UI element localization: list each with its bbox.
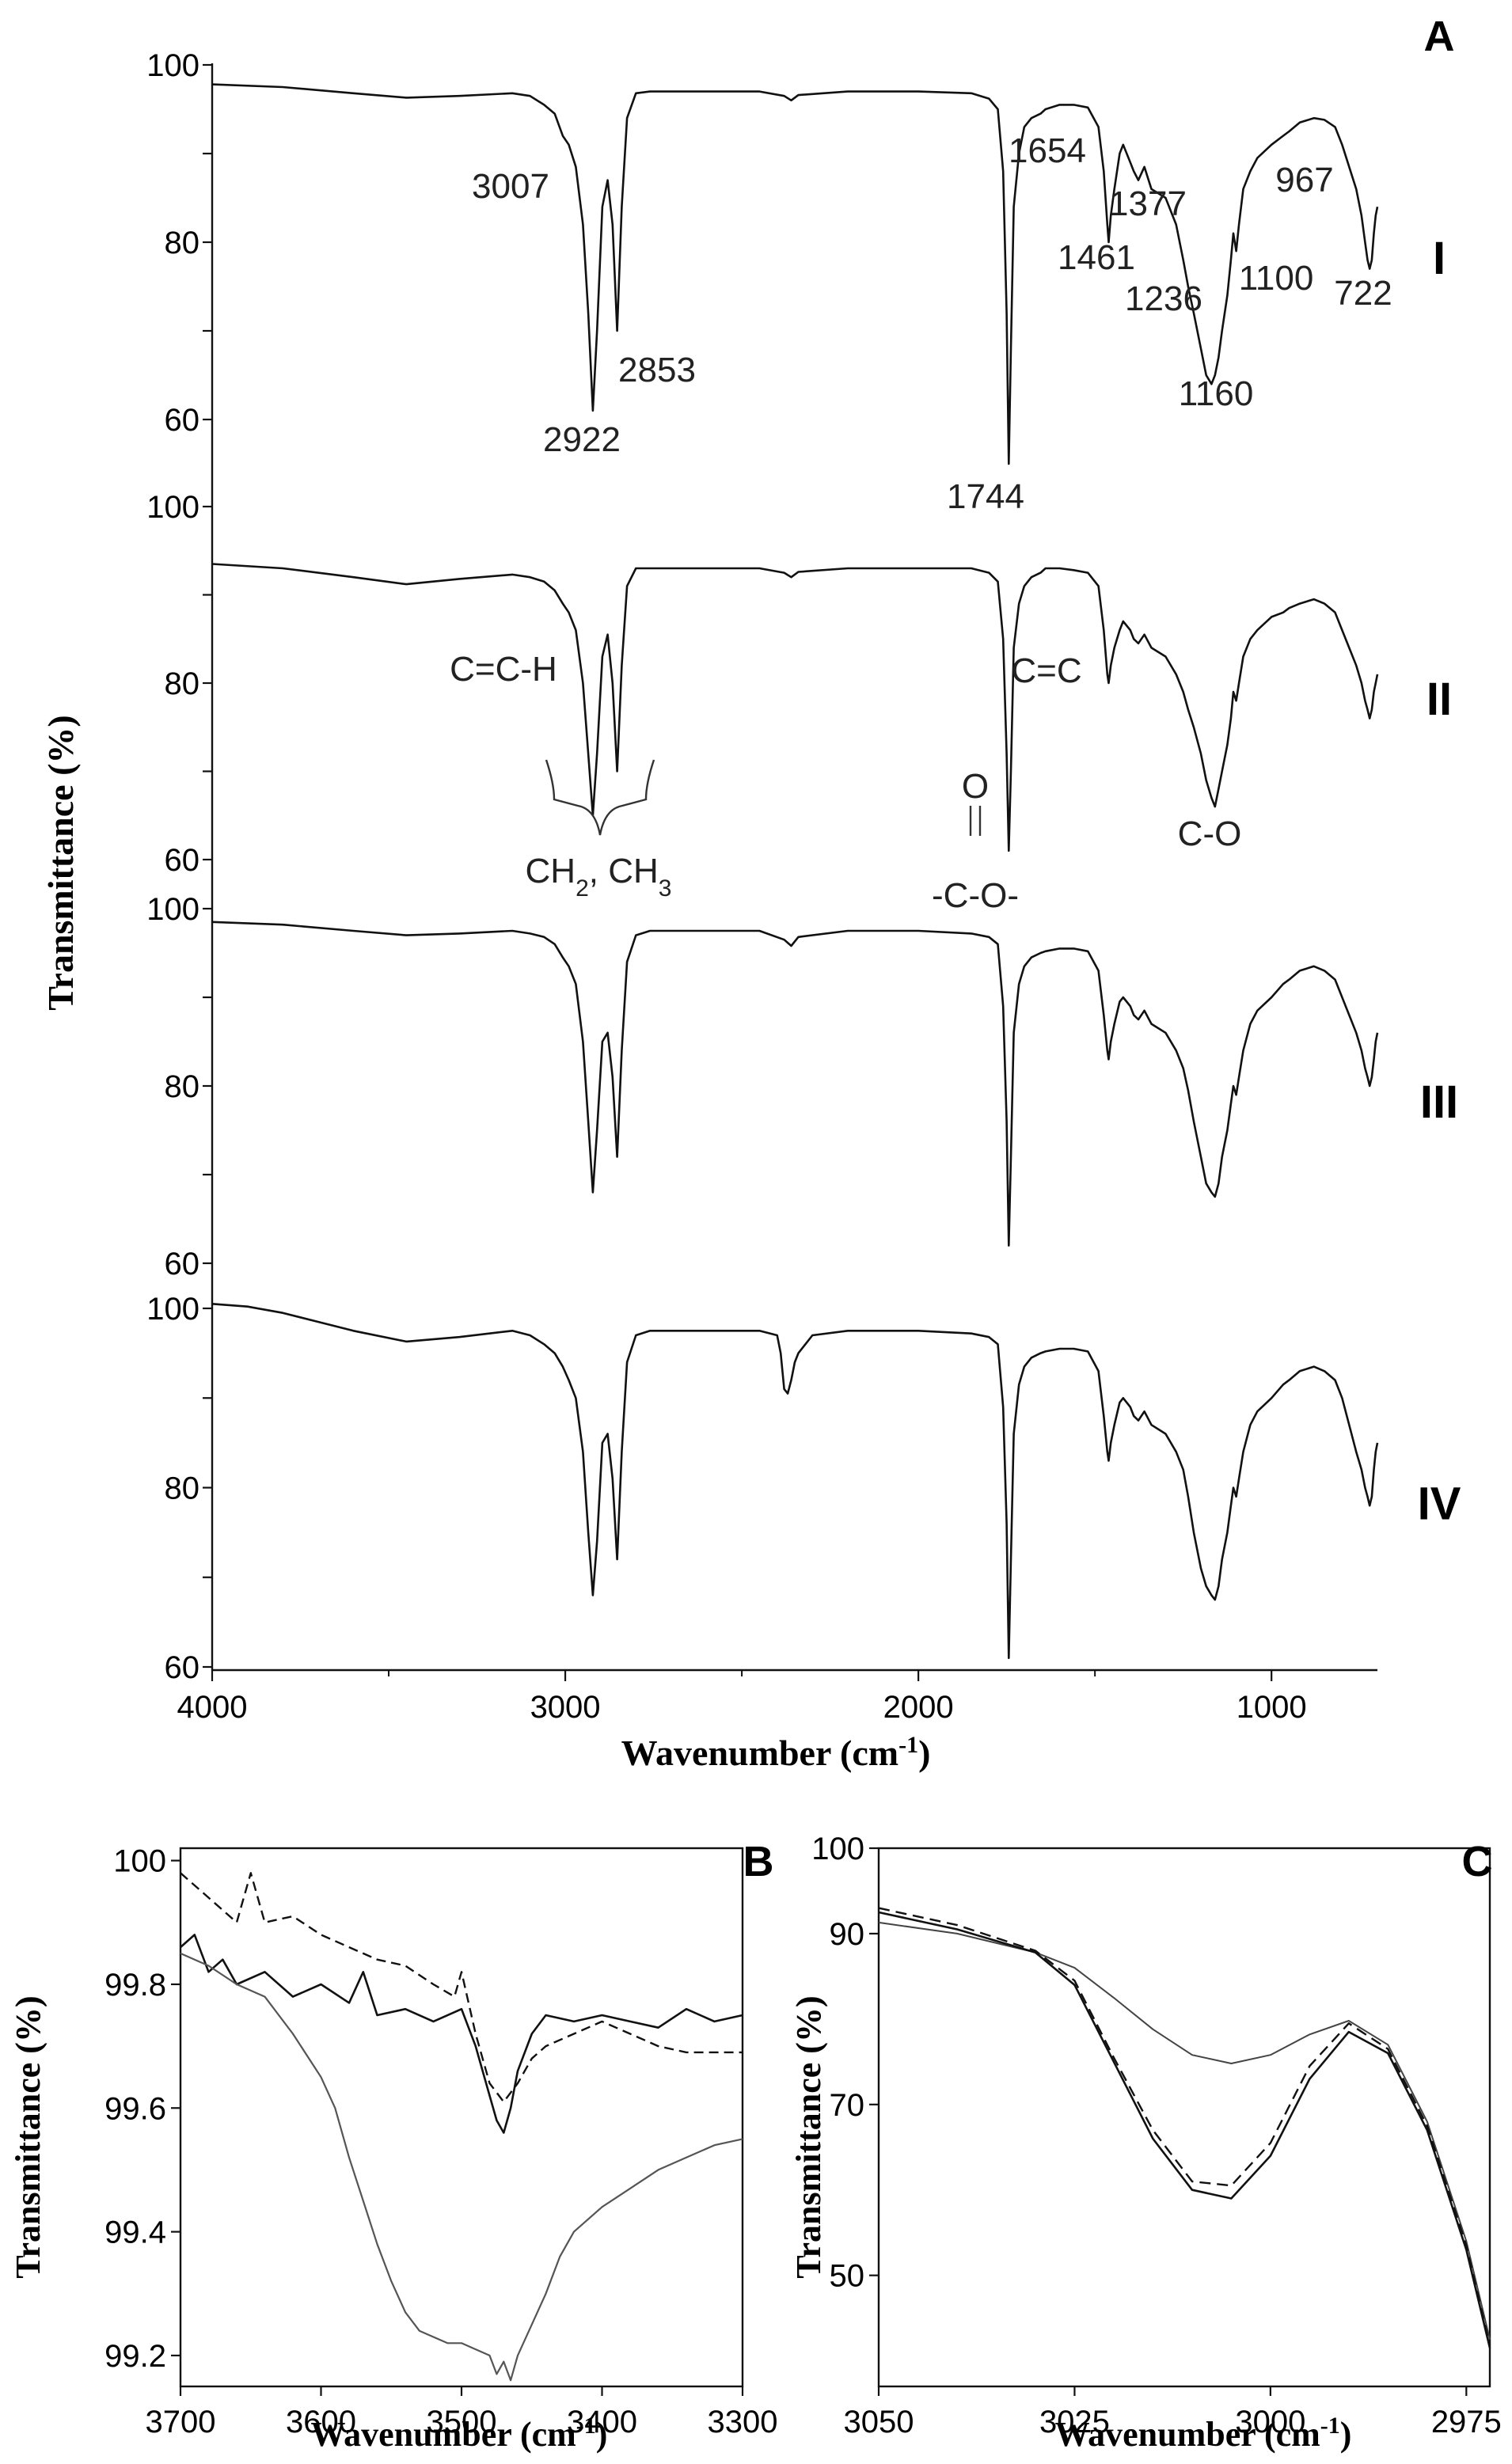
peak-annotation: CH2, CH3	[526, 852, 672, 902]
y-tick-label: 99.8	[104, 1968, 166, 2003]
panel-c-y-axis-label: Transmittance (%)	[789, 1995, 828, 2278]
spectrum-line-solid-thin	[878, 1921, 1491, 2340]
peak-annotation: 1461	[1058, 238, 1135, 277]
spectrum-line-dashed	[180, 1872, 743, 2103]
y-tick-label: 99.2	[104, 2339, 166, 2374]
y-tick-label: 90	[830, 1917, 865, 1952]
x-tick-label: 3050	[844, 2405, 914, 2439]
y-tick-label: 80	[165, 666, 200, 701]
peak-annotation: 1236	[1125, 279, 1202, 318]
spectrum-line-IV	[211, 1303, 1379, 1659]
spectrum-line-II	[211, 563, 1379, 852]
x-tick-label: 3000	[1235, 2405, 1305, 2439]
x-tick-label: 3300	[708, 2405, 778, 2439]
peak-annotation: C=C	[1011, 651, 1081, 690]
y-tick-label: 80	[165, 226, 200, 260]
plot-frame	[877, 1847, 1491, 2388]
spectrum-line-solid-dark	[180, 1934, 743, 2134]
peak-annotation: C=C-H	[450, 650, 557, 689]
panel-a-x-axis-label: Wavenumber (cm-1)	[621, 1732, 931, 1774]
y-tick-label: 60	[165, 843, 200, 878]
y-tick-label: 99.6	[104, 2091, 166, 2126]
y-tick-label: 60	[165, 403, 200, 438]
panel-a: 100 80 60 I 100 80 60 II 100 80 60 III 100 80 60 IV 4000…	[40, 13, 1461, 1773]
panel-label-I: I	[1433, 233, 1446, 284]
y-tick-label: 100	[146, 892, 199, 927]
x-tick-label: 3400	[567, 2405, 637, 2439]
y-tick-label: 100	[811, 1832, 864, 1866]
peak-annotation: 1377	[1109, 184, 1187, 223]
y-tick-label: 80	[165, 1069, 200, 1104]
panel-a-y-axis-label: Transmittance (%)	[40, 715, 81, 1010]
panel-c: 3050 3025 3000 2975 100 90 70 50 C Wavenumber (…	[789, 1832, 1502, 2454]
x-tick-label: 3700	[146, 2405, 216, 2439]
y-tick-label: 100	[146, 48, 199, 83]
x-tick-label: 3000	[530, 1690, 601, 1725]
panel-b-letter: B	[743, 1838, 774, 1885]
panel-c-letter: C	[1462, 1838, 1493, 1885]
panel-label-IV: IV	[1418, 1479, 1461, 1530]
y-tick-label: 99.4	[104, 2215, 166, 2250]
x-tick-label: 4000	[177, 1690, 248, 1725]
spectrum-line-solid	[878, 1911, 1491, 2348]
peak-annotation: 1744	[947, 477, 1024, 516]
y-tick-label: 100	[146, 490, 199, 525]
peak-annotation: O	[962, 767, 989, 806]
peak-annotation: 1654	[1009, 131, 1086, 170]
y-tick-label: 100	[113, 1844, 166, 1879]
x-tick-label: 3600	[286, 2405, 356, 2439]
peak-annotation: 2922	[543, 420, 621, 459]
peak-annotation: 722	[1334, 274, 1392, 313]
x-tick-label: 2000	[883, 1690, 954, 1725]
spectrum-line-dashed	[878, 1907, 1491, 2346]
peak-annotation: 1160	[1179, 374, 1254, 413]
y-tick-label: 60	[165, 1247, 200, 1281]
peak-annotation: C-O	[1178, 814, 1242, 853]
plot-frame	[179, 1847, 744, 2388]
peak-annotation: 3007	[472, 167, 549, 206]
peak-annotation: 2853	[618, 351, 696, 389]
spectrum-line-I	[211, 83, 1379, 465]
panel-label-III: III	[1420, 1076, 1458, 1128]
x-tick-label: 2975	[1431, 2405, 1502, 2439]
y-tick-label: 50	[830, 2259, 865, 2294]
panel-label-II: II	[1427, 674, 1452, 725]
x-tick-label: 1000	[1237, 1690, 1307, 1725]
x-tick-label: 3025	[1039, 2405, 1110, 2439]
y-tick-label: 100	[146, 1292, 199, 1327]
y-tick-label: 60	[165, 1650, 200, 1685]
peak-annotation: 967	[1275, 161, 1333, 199]
panel-b-y-axis-label: Transmittance (%)	[9, 1995, 47, 2278]
panel-b-x-axis-label: Wavenumber (cm-1)	[311, 2413, 608, 2455]
methylene-brace	[545, 759, 655, 836]
peak-annotation: -C-O-	[932, 876, 1019, 915]
spectrum-line-III	[211, 921, 1379, 1247]
y-tick-label: 80	[165, 1471, 200, 1506]
y-tick-label: 70	[830, 2088, 865, 2123]
panel-b: 3700 3600 3500 3400 330010099.899.699.499.2 …	[9, 1838, 777, 2454]
panel-a-letter: A	[1424, 13, 1455, 60]
peak-annotation: 1100	[1239, 259, 1314, 298]
spectrum-line-solid-light	[180, 1952, 743, 2382]
panel-c-x-axis-label: Wavenumber (cm-1)	[1055, 2413, 1352, 2455]
x-tick-label: 3500	[427, 2405, 497, 2439]
